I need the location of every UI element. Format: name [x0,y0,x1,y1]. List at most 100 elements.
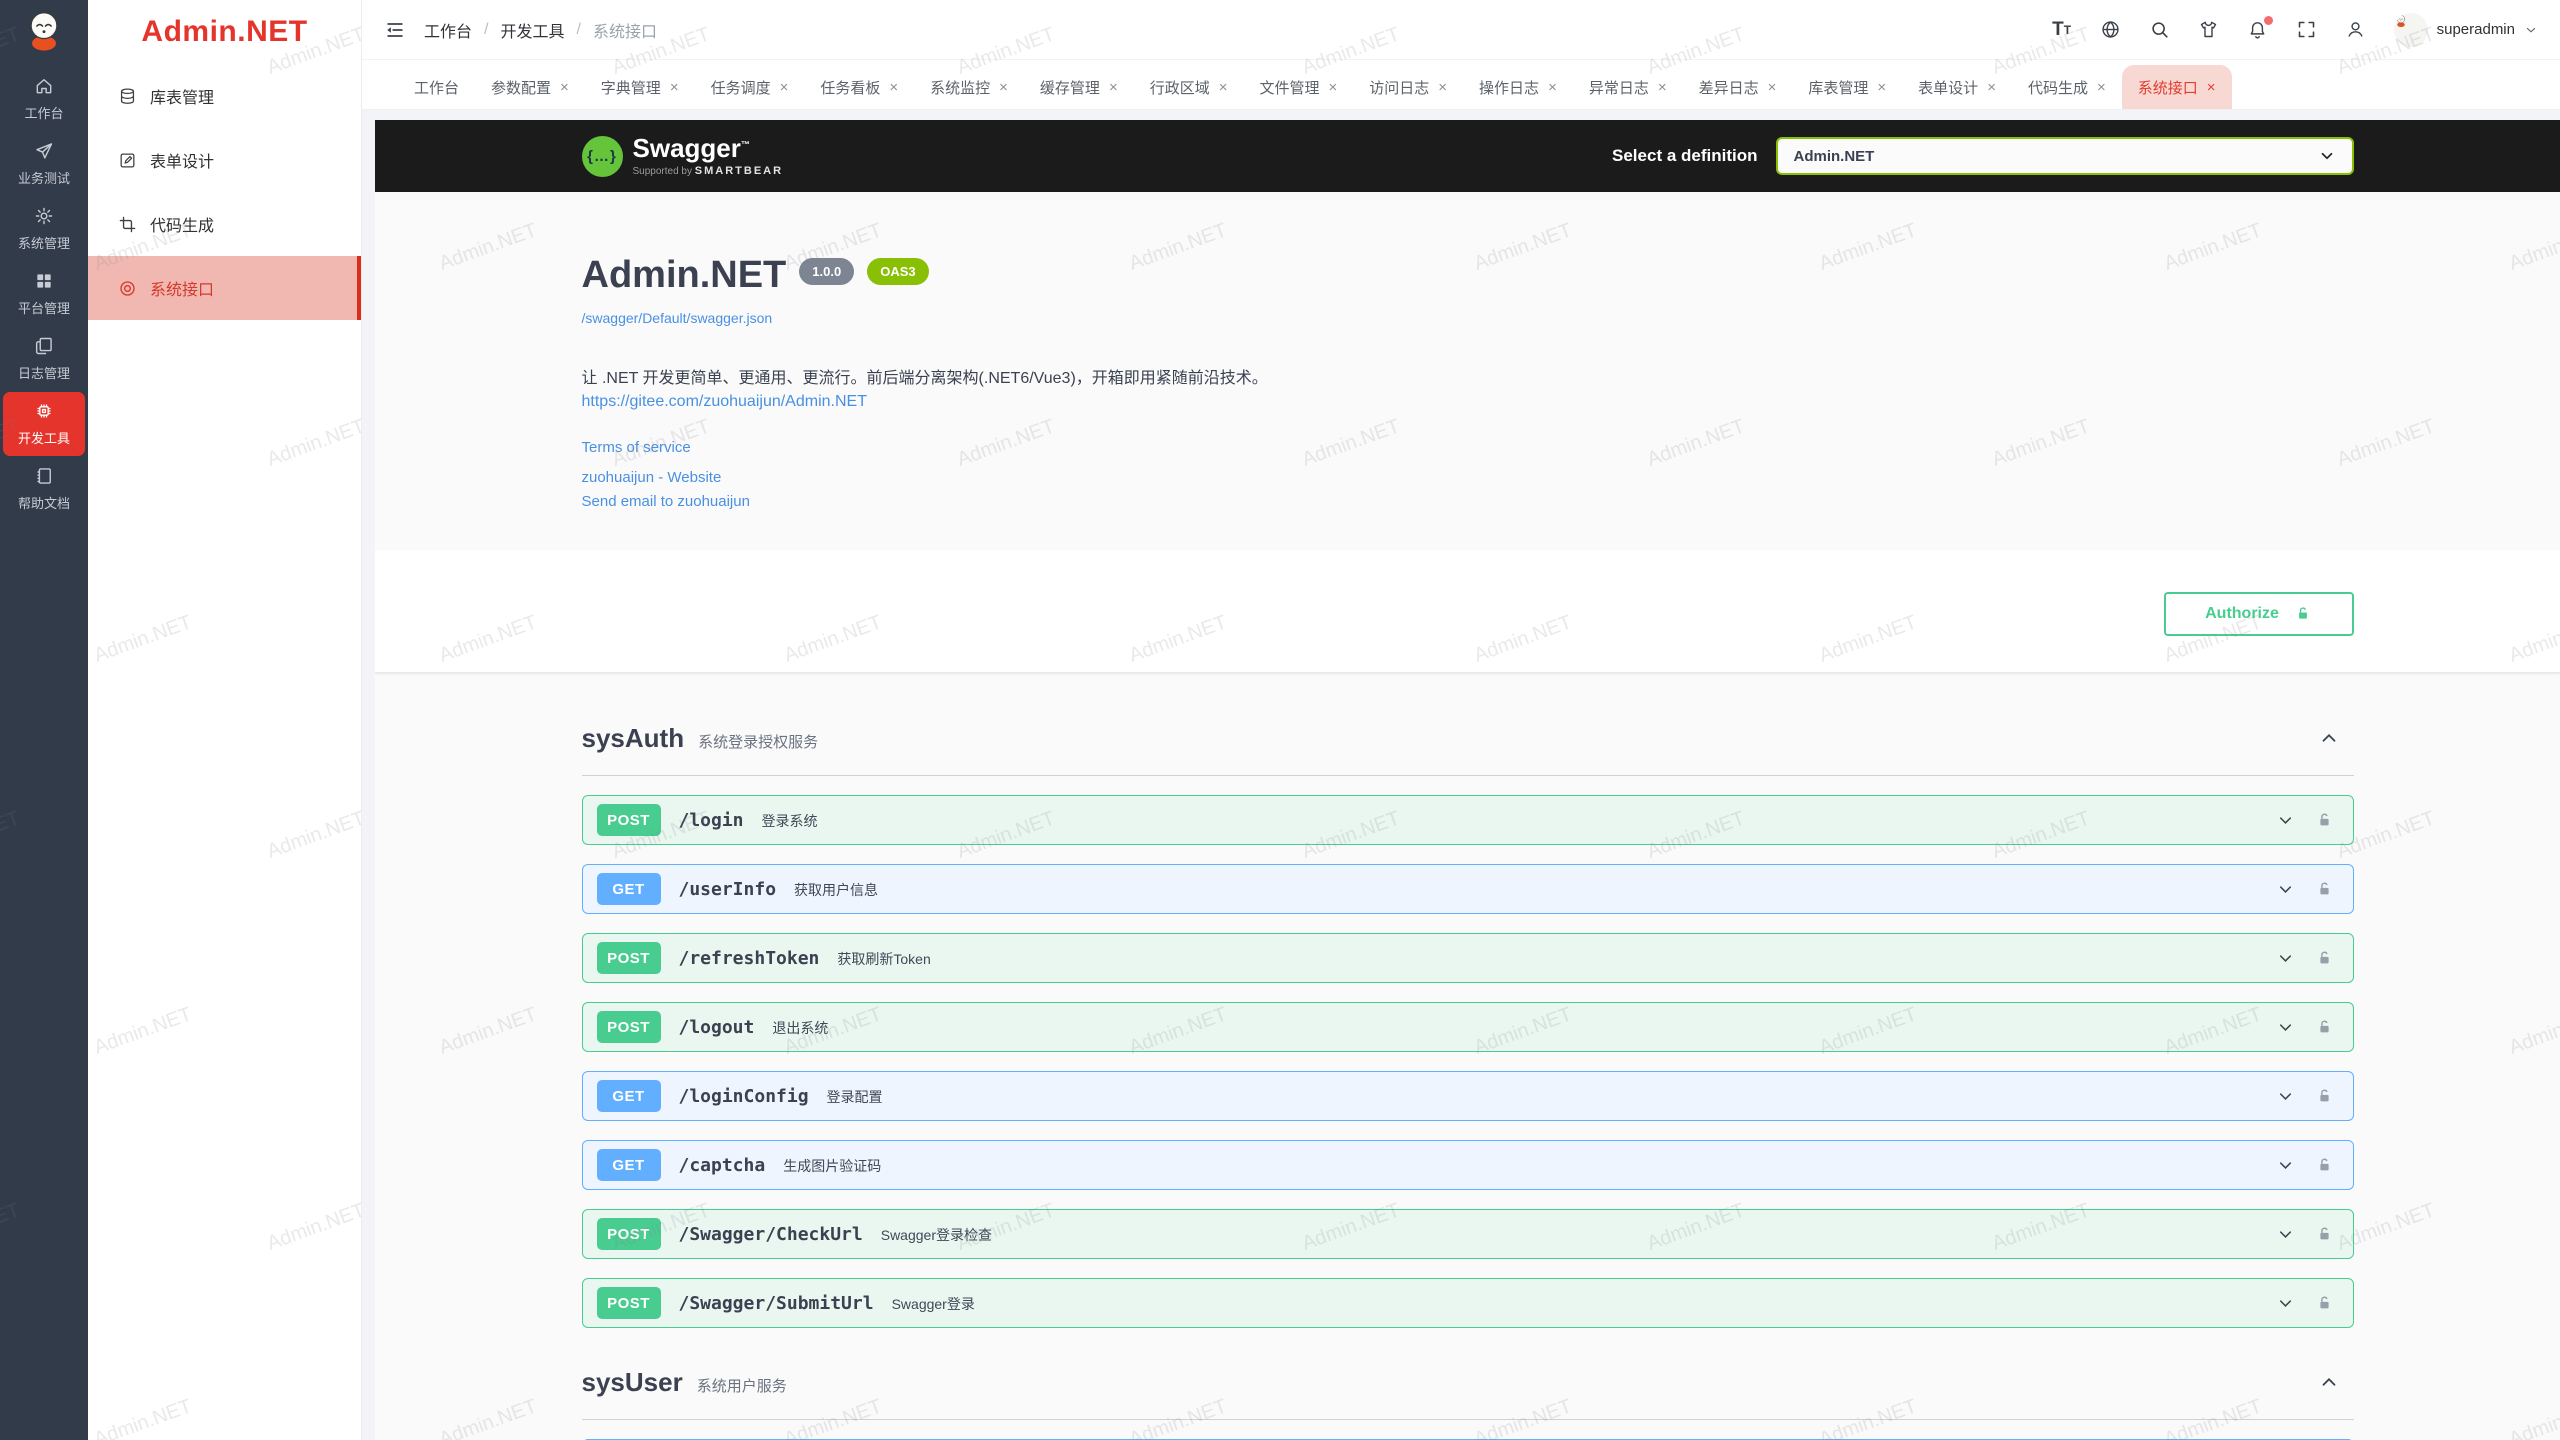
endpoint-row[interactable]: GET /captcha 生成图片验证码 [581,1140,2354,1190]
tab-close-icon[interactable]: × [889,78,899,96]
view-tab[interactable]: 行政区域 × [1134,65,1244,109]
endpoint-row[interactable]: GET /loginConfig 登录配置 [581,1071,2354,1121]
tab-close-icon[interactable]: × [1438,78,1448,96]
auth-lock-icon[interactable] [2315,1087,2334,1106]
authorize-button[interactable]: Authorize [2163,592,2354,636]
view-tab[interactable]: 异常日志 × [1573,65,1683,109]
sidebar-item-label: 表单设计 [150,154,215,171]
auth-lock-icon[interactable] [2315,1018,2334,1037]
auth-scheme-container: Authorize [375,550,2560,673]
endpoint-summary: 登录系统 [761,813,818,829]
breadcrumb-item[interactable]: 开发工具 [500,23,565,41]
view-tab[interactable]: 差异日志 × [1683,65,1793,109]
tab-close-icon[interactable]: × [1987,78,1996,96]
swagger-logo: {…} Swagger™ Supported by SMARTBEAR [581,135,784,177]
tab-close-icon[interactable]: × [2206,78,2216,96]
view-tab[interactable]: 系统接口 × [2121,65,2232,109]
expand-chevron-icon[interactable] [2276,1087,2295,1106]
rail-item-help-docs[interactable]: 帮助文档 [3,457,85,521]
endpoint-row[interactable]: POST /Swagger/SubmitUrl Swagger登录 [581,1278,2354,1328]
auth-lock-icon[interactable] [2315,1156,2334,1175]
user-menu[interactable]: superadmin [2393,12,2538,47]
expand-chevron-icon[interactable] [2276,811,2295,830]
endpoint-row[interactable]: POST /login 登录系统 [581,795,2354,845]
auth-lock-icon[interactable] [2315,1294,2334,1313]
breadcrumb-separator: / [576,20,581,38]
tab-close-icon[interactable]: × [1548,78,1557,96]
endpoint-path: /Swagger/CheckUrl [678,1223,863,1245]
tab-close-icon[interactable]: × [779,78,789,96]
sidebar-collapse-icon[interactable] [384,19,406,41]
view-tab[interactable]: 任务调度 × [695,65,805,109]
view-tab[interactable]: 代码生成 × [2012,65,2122,109]
rail-item-system-mgmt[interactable]: 系统管理 [3,197,85,261]
tag-header[interactable]: sysUser 系统用户服务 [581,1365,2354,1420]
tab-close-icon[interactable]: × [1877,78,1887,96]
notification-icon[interactable] [2247,15,2273,42]
view-tab[interactable]: 缓存管理 × [1024,65,1134,109]
auth-lock-icon[interactable] [2315,811,2334,830]
rail-item-business-test[interactable]: 业务测试 [3,132,85,196]
spec-json-link[interactable]: /swagger/Default/swagger.json [581,310,773,326]
auth-lock-icon[interactable] [2315,880,2334,899]
tab-close-icon[interactable]: × [1108,78,1118,96]
expand-chevron-icon[interactable] [2276,949,2295,968]
search-icon[interactable] [2149,18,2171,42]
expand-chevron-icon[interactable] [2276,1018,2295,1037]
rail-item-label: 开发工具 [17,431,70,446]
tab-close-icon[interactable]: × [1218,78,1228,96]
sidebar-item-db-table-mgmt[interactable]: 库表管理 [88,64,361,128]
terms-of-service-link[interactable]: Terms of service [581,439,691,456]
view-tab[interactable]: 库表管理 × [1792,65,1902,109]
view-tab[interactable]: 字典管理 × [585,65,695,109]
tag-header[interactable]: sysAuth 系统登录授权服务 [581,721,2354,776]
endpoint-row[interactable]: GET /userInfo 获取用户信息 [581,864,2354,914]
collapse-chevron-icon[interactable] [2318,727,2354,749]
rail-item-log-mgmt[interactable]: 日志管理 [3,327,85,391]
expand-chevron-icon[interactable] [2276,1225,2295,1244]
breadcrumb-item[interactable]: 工作台 [424,23,473,41]
http-method-badge: POST [596,942,661,974]
endpoint-row[interactable]: POST /logout 退出系统 [581,1002,2354,1052]
definition-select[interactable]: Admin.NET [1775,137,2354,175]
user-icon[interactable] [2345,18,2367,42]
expand-chevron-icon[interactable] [2276,880,2295,899]
rail-item-platform-mgmt[interactable]: 平台管理 [3,262,85,326]
view-tab[interactable]: 操作日志 × [1463,65,1573,109]
app-logo-text[interactable]: Admin.NET [141,15,308,48]
view-tab[interactable]: 系统监控 × [914,65,1024,109]
tab-close-icon[interactable]: × [1657,78,1667,96]
repo-link[interactable]: https://gitee.com/zuohuaijun/Admin.NET [581,393,867,410]
tab-close-icon[interactable]: × [1767,78,1777,96]
sidebar-item-system-api[interactable]: 系统接口 [88,256,361,320]
auth-lock-icon[interactable] [2315,1225,2334,1244]
contact-email-link[interactable]: Send email to zuohuaijun [581,493,750,510]
endpoint-row[interactable]: POST /refreshToken 获取刷新Token [581,933,2354,983]
rail-item-dev-tools[interactable]: 开发工具 [3,392,85,456]
view-tab[interactable]: 参数配置 × [475,65,585,109]
tab-close-icon[interactable]: × [560,78,569,96]
fullscreen-icon[interactable] [2296,18,2318,42]
view-tab[interactable]: 访问日志 × [1353,65,1463,109]
view-tab[interactable]: 文件管理 × [1243,65,1353,109]
monk-logo-avatar[interactable] [21,6,67,54]
endpoint-row[interactable]: POST /Swagger/CheckUrl Swagger登录检查 [581,1209,2354,1259]
sidebar-item-code-generate[interactable]: 代码生成 [88,192,361,256]
expand-chevron-icon[interactable] [2276,1156,2295,1175]
contact-website-link[interactable]: zuohuaijun - Website [581,469,722,486]
language-icon[interactable] [2100,18,2122,42]
tab-close-icon[interactable]: × [1328,78,1338,96]
view-tab[interactable]: 表单设计 × [1902,65,2012,109]
tab-close-icon[interactable]: × [999,78,1008,96]
collapse-chevron-icon[interactable] [2318,1371,2354,1393]
view-tab[interactable]: 任务看板 × [804,65,914,109]
tab-close-icon[interactable]: × [669,78,679,96]
tab-close-icon[interactable]: × [2096,78,2106,96]
expand-chevron-icon[interactable] [2276,1294,2295,1313]
auth-lock-icon[interactable] [2315,949,2334,968]
theme-icon[interactable] [2198,18,2220,42]
rail-item-workbench[interactable]: 工作台 [3,67,85,131]
sidebar-item-form-design[interactable]: 表单设计 [88,128,361,192]
view-tab[interactable]: 工作台 × [398,65,475,109]
